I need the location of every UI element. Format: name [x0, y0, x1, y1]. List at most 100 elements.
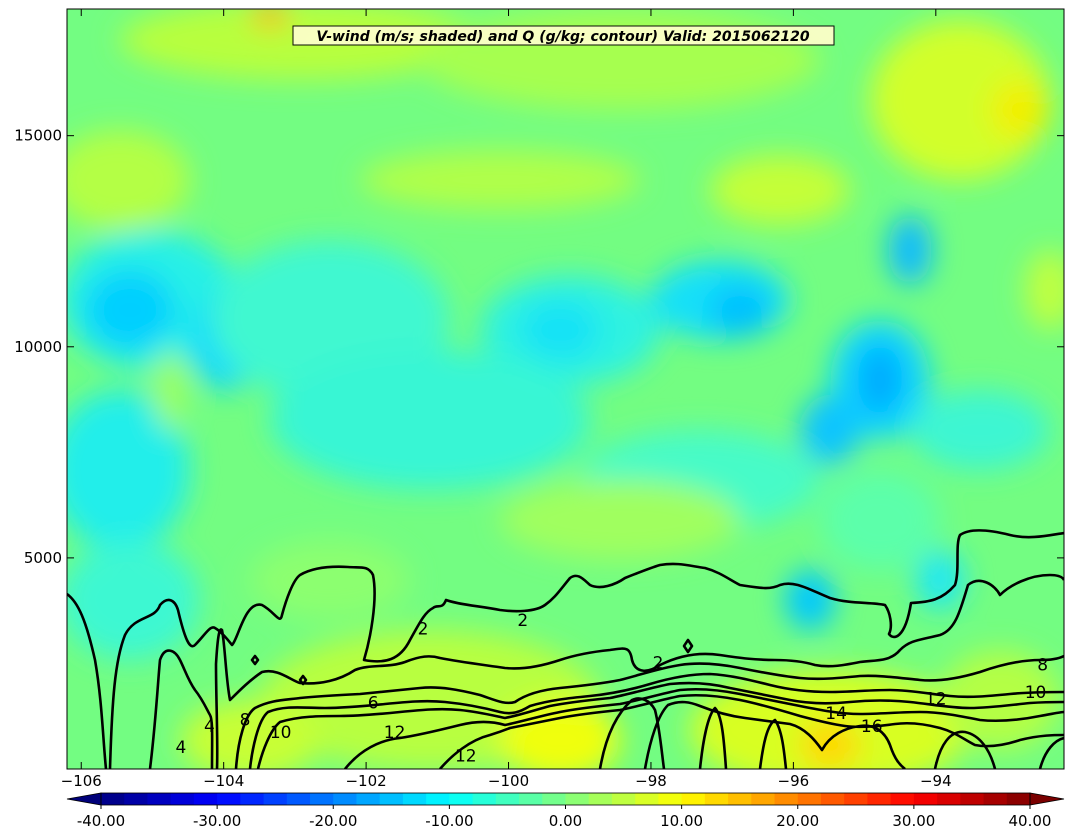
contour-12	[933, 730, 997, 769]
contour-2	[67, 592, 108, 769]
contour-label: 4	[204, 717, 215, 737]
colorbar-tick-label: -40.00	[77, 812, 125, 830]
contour-16	[643, 700, 906, 769]
contour-10	[1038, 736, 1064, 769]
colorbar-segment	[263, 793, 288, 805]
colorbar-segment	[565, 793, 590, 805]
y-tick-label: 5000	[24, 549, 62, 567]
colorbar-tick-label: -10.00	[425, 812, 473, 830]
colorbar-segment	[449, 793, 474, 805]
contour-16	[598, 697, 666, 769]
chart-title: V-wind (m/s; shaded) and Q (g/kg; contou…	[316, 29, 809, 45]
contour-label: 8	[240, 710, 251, 730]
colorbar-segment	[426, 793, 450, 805]
colorbar-segment	[147, 793, 172, 805]
title-box: V-wind (m/s; shaded) and Q (g/kg; contou…	[292, 25, 835, 46]
x-tick-label: −102	[345, 772, 386, 790]
contour-6	[234, 654, 1064, 769]
x-axis: −106 −104 −102 −100 −98 −96 −94	[61, 9, 952, 790]
contour-label: 14	[825, 704, 847, 724]
colorbar-tick-label: 40.00	[1009, 812, 1052, 830]
contour-label: 10	[1025, 683, 1047, 703]
contour-10	[256, 681, 1064, 769]
x-tick-label: −96	[778, 772, 810, 790]
colorbar-tick-label: 30.00	[892, 812, 935, 830]
contour-14	[698, 706, 728, 769]
contour-label: 12	[925, 689, 947, 709]
colorbar-segment	[960, 793, 985, 805]
contour-4	[214, 573, 1064, 769]
x-tick-label: −104	[203, 772, 244, 790]
contour-label: 2	[653, 653, 664, 673]
x-tick-label: −100	[488, 772, 529, 790]
colorbar-segment	[913, 793, 938, 805]
contour-12	[343, 687, 1064, 769]
colorbar-segment	[1006, 793, 1031, 805]
contour-label: 16	[861, 717, 883, 737]
colorbar-segment	[797, 793, 822, 805]
contour-2	[108, 529, 1064, 769]
colorbar-segment	[101, 793, 125, 805]
contour-label-group: 2 2 2 44 6 8 8 10 10 12 12 12 14 16	[176, 611, 1049, 766]
colorbar-segment	[402, 793, 427, 805]
y-tick-label: 15000	[14, 127, 62, 145]
colorbar-segment	[240, 793, 265, 805]
colorbar-tick-label: 10.00	[660, 812, 703, 830]
contour-4	[148, 649, 214, 769]
humidity-contours	[67, 529, 1064, 769]
contour-14	[439, 693, 1064, 769]
y-tick-label: 10000	[14, 338, 62, 356]
colorbar-segment	[704, 793, 729, 805]
contour-2	[250, 654, 260, 666]
contour-2	[298, 674, 308, 686]
colorbar-segment	[495, 793, 520, 805]
colorbar-segment	[658, 793, 683, 805]
colorbar-segment	[635, 793, 659, 805]
colorbar-segment	[124, 793, 148, 805]
colorbar-ticks: -40.00 -30.00 -20.00 -10.00 0.00 10.00 20.00 30…	[77, 805, 1052, 830]
y-axis: 5000 10000 15000	[14, 127, 1064, 567]
colorbar-tick-label: 20.00	[776, 812, 819, 830]
colorbar-segment	[333, 793, 357, 805]
colorbar: -40.00 -30.00 -20.00 -10.00 0.00 10.00 20.00 30…	[66, 792, 1065, 830]
colorbar-segments	[101, 793, 1031, 805]
colorbar-segment	[890, 793, 915, 805]
colorbar-segment	[820, 793, 845, 805]
colorbar-segment	[681, 793, 706, 805]
colorbar-segment	[519, 793, 543, 805]
contour-12	[758, 718, 788, 769]
colorbar-segment	[588, 793, 613, 805]
contour-2	[682, 638, 694, 654]
colorbar-segment	[867, 793, 892, 805]
colorbar-tick-label: -20.00	[309, 812, 357, 830]
colorbar-segment	[193, 793, 218, 805]
contour-label: 4	[176, 738, 187, 758]
colorbar-segment	[728, 793, 752, 805]
colorbar-tick-label: 0.00	[549, 812, 582, 830]
colorbar-extend-low	[66, 792, 102, 806]
colorbar-segment	[937, 793, 961, 805]
colorbar-segment	[542, 793, 566, 805]
contour-label: 8	[1037, 656, 1048, 676]
shaded-vwind-field: 2 2 2 44 6 8 8 10 10 12 12 12 14 16	[67, 9, 1064, 769]
colorbar-segment	[286, 793, 311, 805]
colorbar-segment	[611, 793, 636, 805]
colorbar-segment	[983, 793, 1008, 805]
x-tick-label: −94	[920, 772, 952, 790]
contour-label: 10	[270, 723, 292, 743]
x-tick-label: −98	[635, 772, 667, 790]
colorbar-tick-label: -30.00	[193, 812, 241, 830]
colorbar-segment	[379, 793, 404, 805]
x-tick-label: −106	[61, 772, 102, 790]
colorbar-extend-high	[1029, 792, 1065, 806]
colorbar-segment	[310, 793, 334, 805]
colorbar-segment	[472, 793, 497, 805]
contour-label: 2	[517, 611, 528, 631]
contour-label: 2	[418, 620, 429, 640]
colorbar-segment	[844, 793, 868, 805]
contour-label: 6	[368, 694, 379, 714]
contour-8	[248, 672, 1064, 769]
colorbar-segment	[170, 793, 195, 805]
